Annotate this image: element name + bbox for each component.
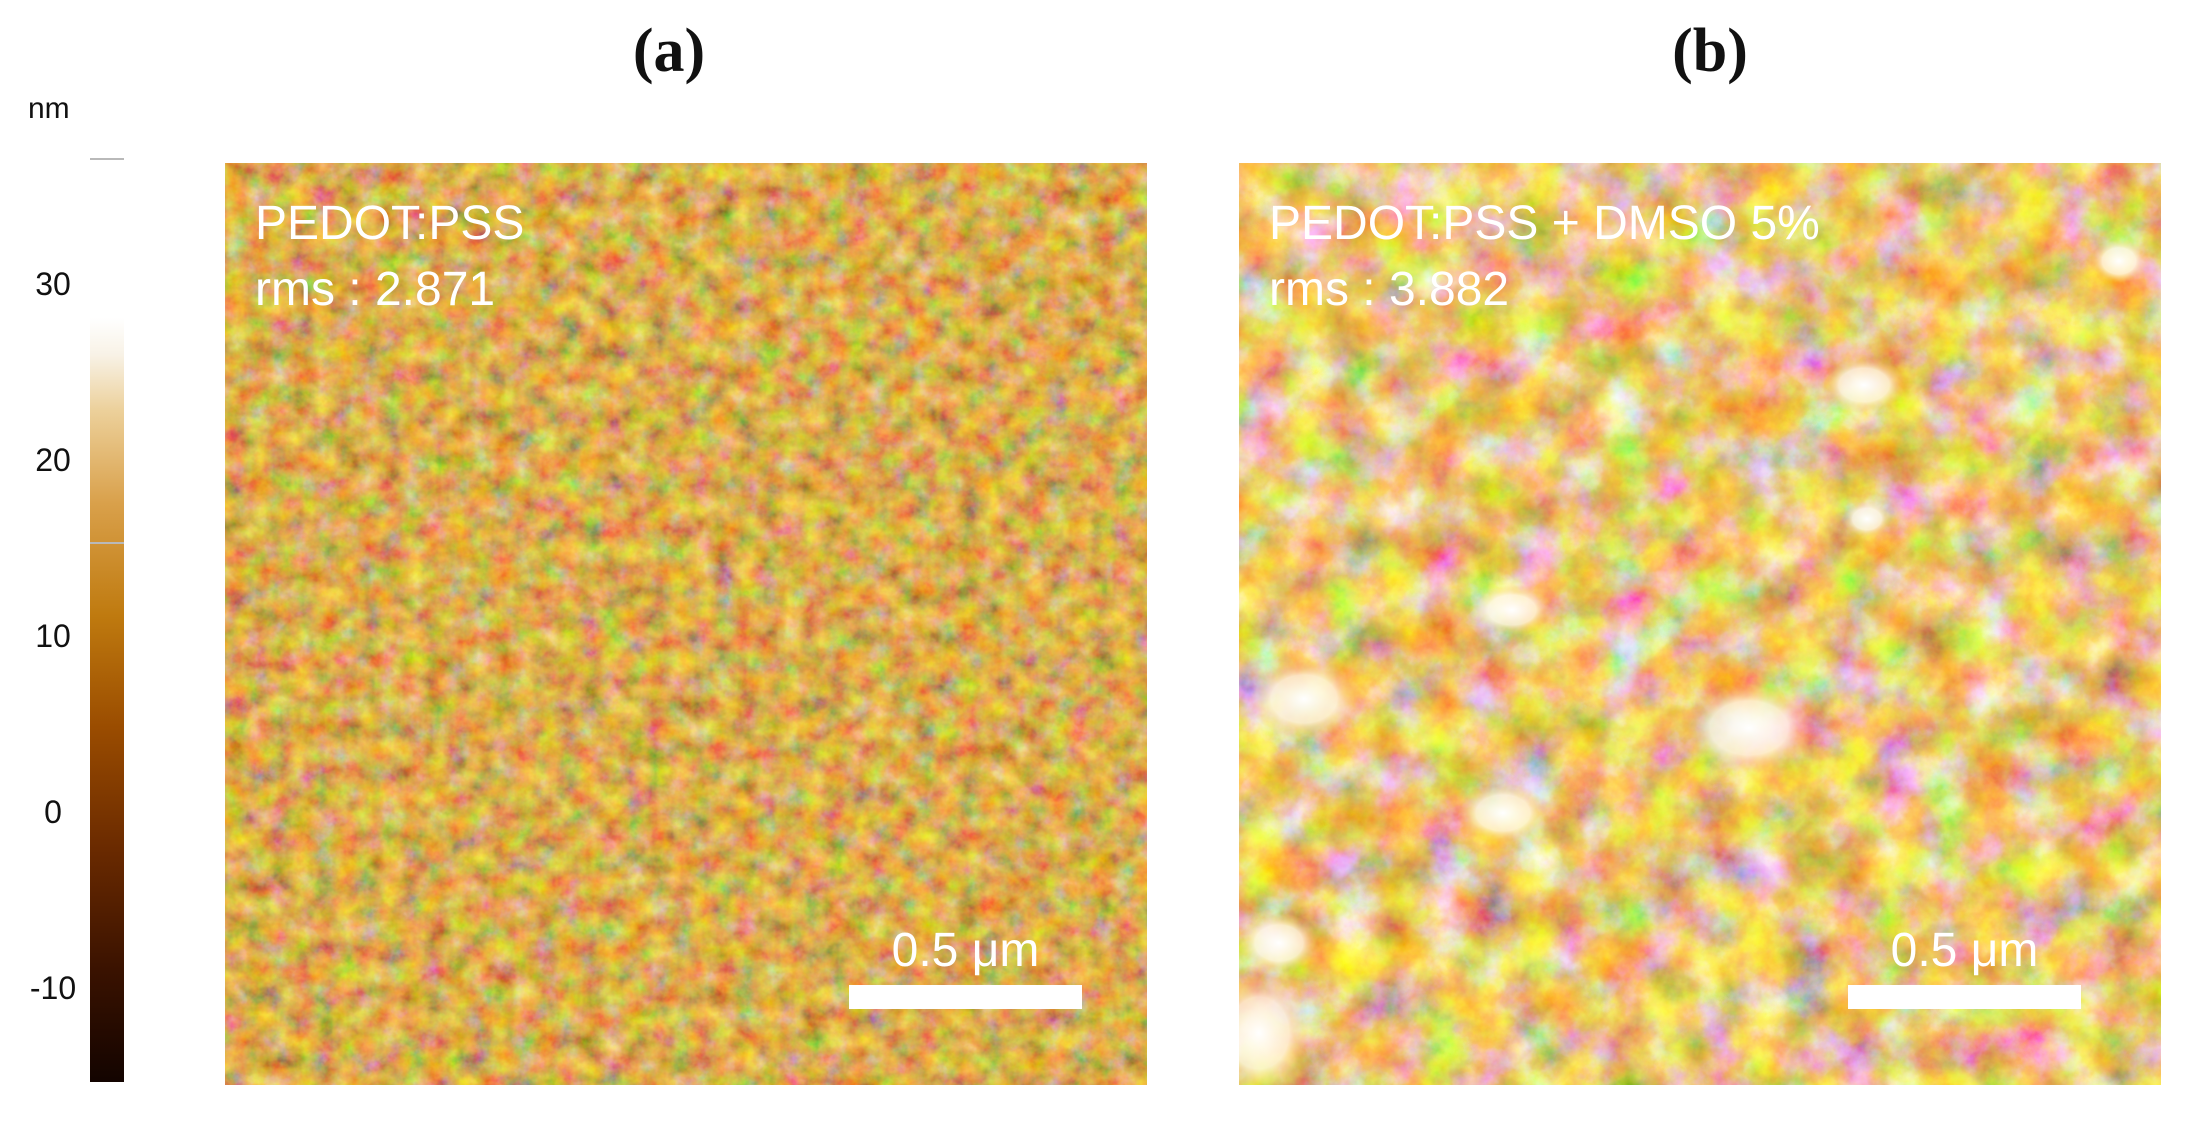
colorbar-unit: nm <box>28 92 70 125</box>
height-colorbar <box>90 150 124 1082</box>
afm-texture-b <box>1239 163 2161 1085</box>
sample-name: PEDOT:PSS <box>255 197 525 250</box>
afm-image-pedot-pss-dmso: PEDOT:PSS + DMSO 5% rms : 3.882 0.5 μm <box>1239 163 2161 1085</box>
afm-image-pedot-pss: PEDOT:PSS rms : 2.871 0.5 μm <box>225 163 1147 1085</box>
rms-value: rms : 2.871 <box>255 263 496 316</box>
panel-label-a: (a) <box>632 17 706 85</box>
colorbar-tick-neg10: -10 <box>29 970 77 1006</box>
rms-value: rms : 3.882 <box>1269 263 1510 316</box>
scale-bar-label: 0.5 μm <box>891 924 1040 977</box>
scale-bar <box>1848 985 2081 1009</box>
colorbar-top-marker <box>90 158 124 160</box>
colorbar-tick-30: 30 <box>35 266 71 302</box>
colorbar-mid-marker <box>90 542 124 544</box>
sample-name: PEDOT:PSS + DMSO 5% <box>1269 197 1820 250</box>
scale-bar-label: 0.5 μm <box>1890 924 2039 977</box>
colorbar-tick-10: 10 <box>35 618 71 654</box>
scale-bar <box>849 985 1082 1009</box>
colorbar-tick-0: 0 <box>44 794 62 830</box>
colorbar-tick-20: 20 <box>35 442 71 478</box>
panel-label-b: (b) <box>1672 17 1748 85</box>
afm-texture-a <box>225 163 1147 1085</box>
